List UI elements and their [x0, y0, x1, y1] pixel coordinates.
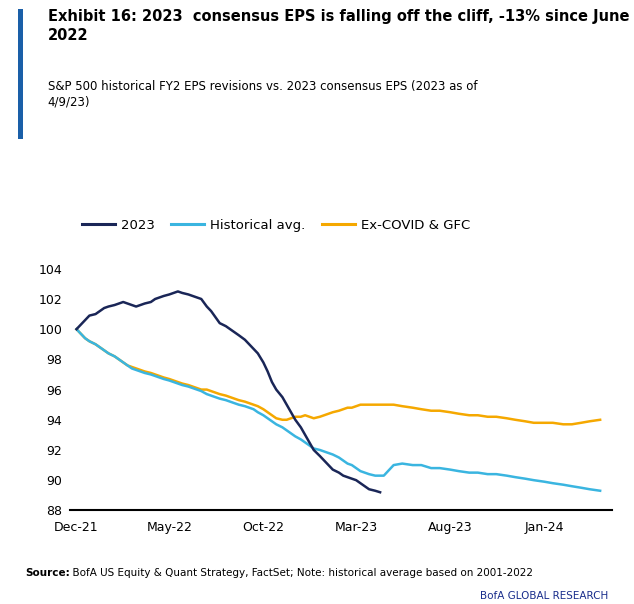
Text: Exhibit 16: 2023  consensus EPS is falling off the cliff, -13% since June
2022: Exhibit 16: 2023 consensus EPS is fallin…	[48, 9, 629, 43]
Text: Source:: Source:	[25, 568, 70, 578]
Text: BofA GLOBAL RESEARCH: BofA GLOBAL RESEARCH	[481, 591, 609, 601]
Text: BofA US Equity & Quant Strategy, FactSet; Note: historical average based on 2001: BofA US Equity & Quant Strategy, FactSet…	[66, 568, 533, 578]
Text: S&P 500 historical FY2 EPS revisions vs. 2023 consensus EPS (2023 as of
4/9/23): S&P 500 historical FY2 EPS revisions vs.…	[48, 80, 477, 109]
Legend: 2023, Historical avg., Ex-COVID & GFC: 2023, Historical avg., Ex-COVID & GFC	[76, 213, 476, 237]
